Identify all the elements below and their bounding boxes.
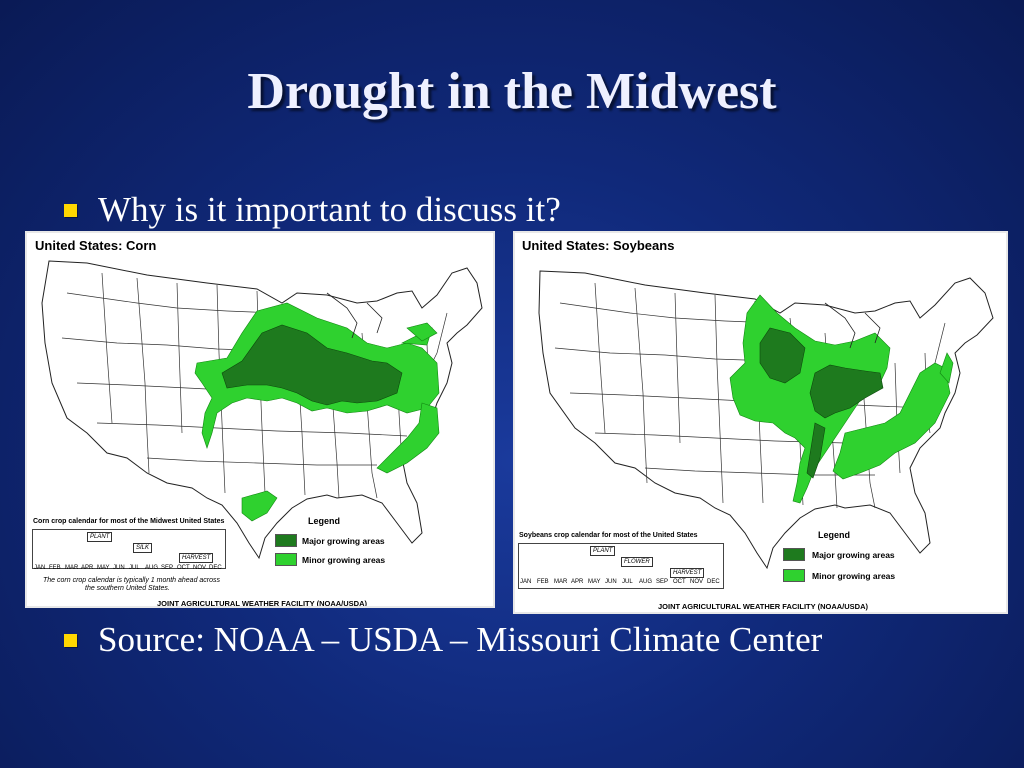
corn-month: DEC <box>209 565 222 571</box>
corn-month: AUG <box>145 565 159 571</box>
bullet-source: Source: NOAA – USDA – Missouri Climate C… <box>64 620 822 660</box>
corn-us-map <box>41 260 483 560</box>
soy-map-title: United States: Soybeans <box>522 238 675 253</box>
corn-month: MAY <box>97 565 110 571</box>
soy-stage-harvest: HARVEST <box>670 568 705 578</box>
slide-title: Drought in the Midwest <box>247 63 777 120</box>
soy-legend-major: Major growing areas <box>812 550 895 560</box>
corn-note: the southern United States. <box>85 585 170 592</box>
corn-month: MAR <box>65 565 79 571</box>
corn-month: NOV <box>193 565 207 571</box>
bullet-question: Why is it important to discuss it? <box>64 190 561 230</box>
corn-month: JUL <box>129 565 140 571</box>
corn-month: JAN <box>34 565 46 571</box>
soy-us-map <box>538 270 994 570</box>
soy-month: MAY <box>588 579 601 585</box>
soy-month: SEP <box>656 579 669 585</box>
soy-calendar <box>518 543 724 589</box>
corn-calendar-title: Corn crop calendar for most of the Midwe… <box>33 518 225 525</box>
corn-stage-silk: SILK <box>133 543 153 553</box>
soy-legend-major-swatch <box>783 548 805 561</box>
corn-map-panel: United States: Corn Corn crop calendar f… <box>25 231 495 608</box>
soy-calendar-title: Soybeans crop calendar for most of the U… <box>519 532 698 539</box>
soy-stage-flower: FLOWER <box>621 557 653 567</box>
corn-stage-harvest: HARVEST <box>179 553 214 563</box>
soy-month: AUG <box>639 579 653 585</box>
bullet-marker <box>64 633 77 647</box>
soy-month: APR <box>571 579 584 585</box>
soy-month: FEB <box>537 579 549 585</box>
bullet-text: Why is it important to discuss it? <box>98 190 561 229</box>
soy-month: JUL <box>622 579 633 585</box>
soy-month: DEC <box>707 579 720 585</box>
corn-footer: JOINT AGRICULTURAL WEATHER FACILITY (NOA… <box>157 599 367 608</box>
soy-legend-title: Legend <box>818 530 851 540</box>
bullet-text: Source: NOAA – USDA – Missouri Climate C… <box>98 620 823 659</box>
soy-month: MAR <box>554 579 568 585</box>
bullet-marker <box>64 203 77 217</box>
corn-legend-minor: Minor growing areas <box>302 555 386 565</box>
corn-month: APR <box>81 565 94 571</box>
corn-legend-minor-swatch <box>275 553 297 566</box>
soy-legend-minor-swatch <box>783 569 805 582</box>
corn-legend-major: Major growing areas <box>302 536 385 546</box>
corn-month: OCT <box>177 565 190 571</box>
soy-legend-minor: Minor growing areas <box>812 571 896 581</box>
corn-stage-plant: PLANT <box>87 532 113 542</box>
corn-legend-major-swatch <box>275 534 297 547</box>
corn-calendar <box>32 529 226 569</box>
corn-month: FEB <box>49 565 61 571</box>
soy-month: JAN <box>520 579 532 585</box>
soy-map-panel: United States: Soybeans Soybeans crop ca… <box>513 231 1008 614</box>
corn-map-title: United States: Corn <box>35 238 157 253</box>
soy-month: NOV <box>690 579 704 585</box>
soy-month: OCT <box>673 579 686 585</box>
soy-month: JUN <box>605 579 617 585</box>
soy-footer: JOINT AGRICULTURAL WEATHER FACILITY (NOA… <box>658 602 868 611</box>
corn-legend-title: Legend <box>308 516 341 526</box>
corn-month: SEP <box>161 565 174 571</box>
corn-note: The corn crop calendar is typically 1 mo… <box>43 577 221 584</box>
soy-stage-plant: PLANT <box>590 546 616 556</box>
corn-month: JUN <box>113 565 125 571</box>
